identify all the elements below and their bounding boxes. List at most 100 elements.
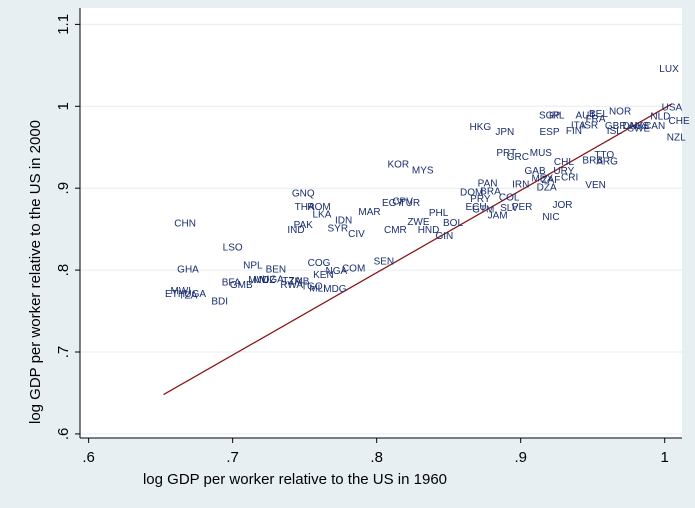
point-label-tza: TZA [179,291,198,302]
point-label-gnq: GNQ [292,188,315,199]
point-label-mex: MEX [531,174,553,185]
fit-line [163,103,673,396]
point-label-phl: PHL [429,208,449,219]
y-tick-label: .8 [55,264,72,277]
point-label-arg: ARG [596,156,618,167]
point-label-com: COM [342,264,365,275]
point-label-tto: TTO [594,150,614,161]
point-label-isl: ISL [607,126,622,137]
point-label-ven: VEN [585,180,606,191]
point-label-mys: MYS [412,165,434,176]
x-tick-label: .8 [370,449,383,466]
x-ticks: .6 .7 .8 .9 1 [82,438,669,466]
point-label-tgo: TGO [301,282,323,293]
point-label-can: CAN [644,121,665,132]
point-label-slv: SLV [500,203,518,214]
point-label-pry: PRY [470,194,491,205]
point-label-cmr: CMR [384,225,407,236]
y-tick-label: .9 [55,182,72,195]
point-label-sgp: SGP [539,110,560,121]
point-label-tha: THA [295,202,315,213]
point-label-eth: ETH [165,289,185,300]
point-label-chl: CHL [554,157,574,168]
point-label-irn: IRN [512,179,529,190]
point-label-swe: SWE [627,124,650,135]
y-tick-label: .7 [55,346,72,359]
point-label-cpv: CPV [392,196,413,207]
point-label-jor: JOR [552,200,572,211]
point-label-gab: GAB [525,166,546,177]
point-label-mwi: MWI [248,275,269,286]
point-label-pak: PAK [294,220,314,231]
x-axis-title: log GDP per worker relative to the US in… [143,471,447,488]
x-tick-label: 1 [661,449,669,466]
point-label-ind: IND [287,225,304,236]
point-label-chn: CHN [174,219,196,230]
point-label-tur: TUR [400,198,421,209]
point-label-lso: LSO [223,242,243,253]
point-label-fin: FIN [566,126,582,137]
y-ticks: .6 .7 .8 .9 1 1.1 [55,14,80,440]
point-label-civ: CIV [348,229,365,240]
point-label-nga: NGA [326,266,348,277]
point-label-bra: BRA [480,187,501,198]
point-label-moz: MOZ [253,275,275,286]
point-label-per: PER [512,202,533,213]
y-axis-title: log GDP per worker relative to the US in… [27,120,44,424]
point-label-uga: UGA [184,289,206,300]
point-label-ken: KEN [313,270,334,281]
point-label-bel: BEL [589,109,608,120]
point-label-lux: LUX [659,64,679,75]
point-label-idn: IDN [335,215,352,226]
y-tick-label: 1 [55,102,72,110]
point-label-ben: BEN [266,264,287,275]
point-label-fra: FRA [586,114,606,125]
point-label-aut: AUT [576,110,596,121]
point-label-gbr: GBR [605,121,627,132]
x-tick-label: .6 [82,449,95,466]
point-label-hkg: HKG [470,122,492,133]
point-label-esp: ESP [539,127,559,138]
point-label-mli: MLI [309,283,326,294]
point-label-pan: PAN [478,178,498,189]
point-label-zmb: ZMB [288,277,309,288]
point-label-mdg: MDG [323,284,347,295]
point-label-gtm: GTM [472,205,494,216]
point-label-gin: GIN [435,231,453,242]
point-label-grc: GRC [507,152,529,163]
point-label-mus: MUS [530,148,553,159]
point-label-zaf: ZAF [541,175,560,186]
axes [79,8,682,439]
point-label-tza: TZA [282,276,301,287]
fit-line-layer [163,103,673,396]
point-label-cri: CRI [561,173,578,184]
point-label-prt: PRT [496,148,516,159]
point-label-dza: DZA [537,183,557,194]
point-label-egy: EGY [382,198,403,209]
point-label-sen: SEN [374,256,395,267]
y-tick-label: 1.1 [55,14,72,35]
point-label-lka: LKA [312,210,331,221]
point-label-nor: NOR [609,106,631,117]
x-tick-label: .9 [514,449,527,466]
point-label-irl: IRL [549,110,565,121]
point-label-rwa: RWA [280,280,303,291]
point-label-col: COL [499,192,520,203]
point-label-nld: NLD [650,111,670,122]
y-tick-label: .6 [55,428,72,441]
point-label-bdi: BDI [211,296,228,307]
point-label-ita: ITA [571,120,586,131]
point-label-mwi: MWI [171,286,192,297]
point-label-aus: AUS [629,121,650,132]
point-label-gmb: GMB [230,280,253,291]
plot-area [80,8,682,438]
point-label-cog: COG [308,258,331,269]
point-label-zwe: ZWE [407,217,430,228]
point-label-mar: MAR [358,207,380,218]
point-label-nzl: NZL [667,133,686,144]
point-label-uga: UGA [262,274,284,285]
point-label-usa: USA [662,102,683,113]
point-label-isr: ISR [581,120,598,131]
